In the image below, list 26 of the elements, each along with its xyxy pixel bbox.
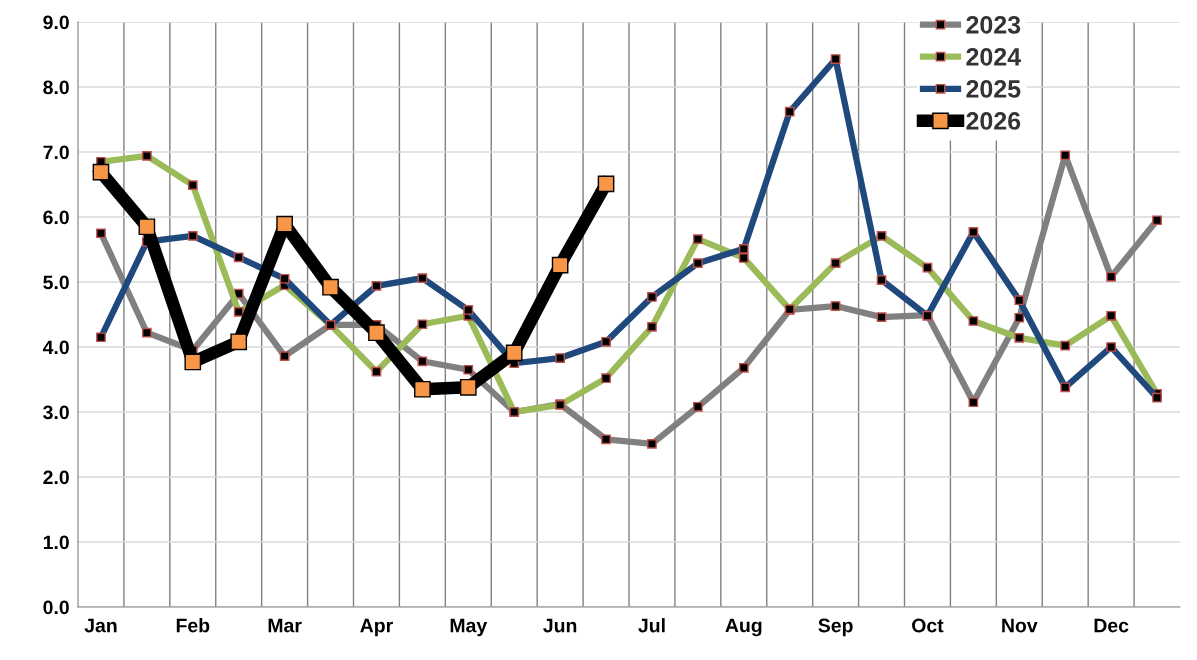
- x-tick-label: Apr: [360, 618, 393, 637]
- x-tick-label: Oct: [912, 618, 944, 633]
- y-tick-label: 2.0: [43, 470, 69, 485]
- y-tick-label: 3.0: [43, 405, 69, 420]
- y-tick-label: 9.0: [43, 15, 69, 30]
- x-tick-label: Jun: [543, 618, 577, 633]
- legend-label: 2025: [966, 80, 1021, 98]
- legend-label: 2024: [966, 48, 1021, 66]
- x-tick-label: Feb: [176, 618, 210, 633]
- y-tick-label: 0.0: [43, 600, 69, 615]
- x-tick-label: Jul: [638, 618, 665, 633]
- x-tick-label: Mar: [268, 618, 302, 633]
- y-tick-label: 5.0: [43, 275, 69, 290]
- y-tick-label: 7.0: [43, 145, 69, 160]
- y-tick-label: 4.0: [42, 340, 69, 355]
- y-tick-label: 6.0: [43, 210, 69, 225]
- x-tick-label: Dec: [1094, 618, 1129, 633]
- x-tick-label: Sep: [818, 618, 853, 637]
- x-tick-label: Aug: [725, 618, 762, 637]
- legend-label: 2026: [966, 112, 1021, 130]
- y-tick-label: 8.0: [43, 80, 69, 95]
- x-tick-label: May: [450, 618, 488, 637]
- legend-label: 2023: [966, 15, 1021, 34]
- x-tick-label: Jan: [84, 618, 117, 633]
- x-tick-label: Nov: [1002, 618, 1038, 633]
- y-tick-label: 1.0: [43, 535, 69, 550]
